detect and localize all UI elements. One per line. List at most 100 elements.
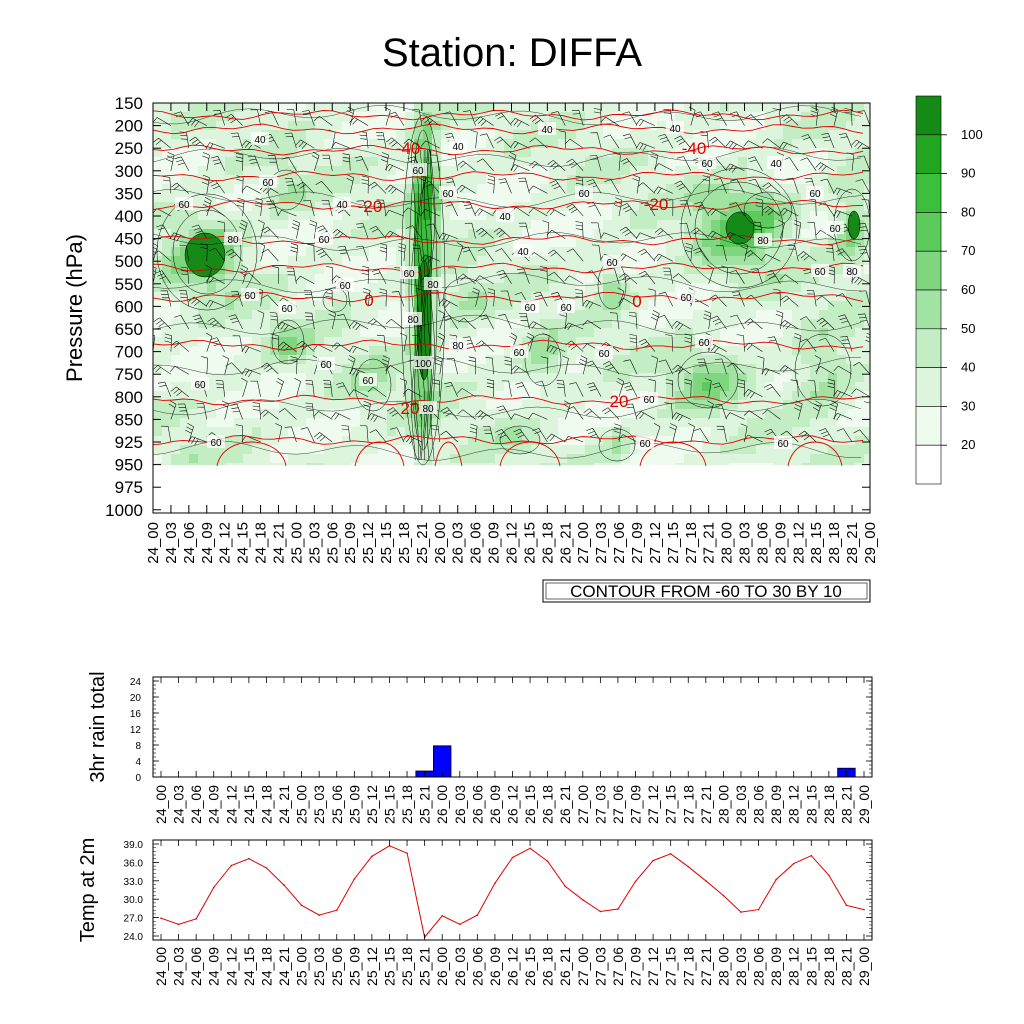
- humidity-cell: [459, 265, 469, 275]
- rh-contour-label: 80: [452, 341, 464, 352]
- humidity-cell: [720, 283, 730, 293]
- humidity-cell: [801, 310, 811, 320]
- humidity-cell: [639, 274, 649, 284]
- humidity-cell: [243, 409, 253, 419]
- humidity-cell: [513, 337, 523, 347]
- main-x-tick-label: 27_09: [629, 522, 646, 564]
- humidity-cell: [576, 175, 586, 185]
- main-x-tick-label: 26_12: [504, 522, 521, 564]
- humidity-cell: [828, 364, 838, 374]
- rh-contour-label: 60: [194, 380, 206, 391]
- humidity-cell: [783, 409, 793, 419]
- humidity-cell: [675, 229, 685, 239]
- humidity-cell: [495, 409, 505, 419]
- wind-barb: [711, 111, 727, 126]
- humidity-cell: [432, 436, 442, 446]
- rh-contour: [153, 104, 862, 126]
- humidity-cell: [576, 346, 586, 356]
- wind-barb: [564, 138, 584, 149]
- humidity-cell: [567, 454, 577, 464]
- humidity-cell: [324, 112, 334, 122]
- rh-contour: [322, 287, 348, 313]
- wind-barb: [295, 275, 315, 285]
- temp-x-tick-label: 27_09: [628, 947, 644, 986]
- humidity-cell: [459, 121, 469, 131]
- humidity-cell: [504, 283, 514, 293]
- humidity-cell: [855, 346, 865, 356]
- humidity-cell: [180, 274, 190, 284]
- humidity-cell: [252, 346, 262, 356]
- wind-barb: [153, 317, 172, 330]
- humidity-cell: [756, 283, 766, 293]
- rh-label-bg: [557, 300, 575, 313]
- humidity-cell: [333, 184, 343, 194]
- humidity-cell: [270, 229, 280, 239]
- temp-point: [740, 911, 742, 913]
- wind-barb: [590, 132, 602, 149]
- humidity-cell: [594, 130, 604, 140]
- humidity-cell: [198, 391, 208, 401]
- humidity-cell: [360, 328, 370, 338]
- humidity-cell: [405, 373, 415, 383]
- humidity-cell: [666, 139, 676, 149]
- rain-y-tick-label: 16: [130, 709, 142, 720]
- humidity-cell: [747, 256, 757, 266]
- humidity-cell: [819, 382, 829, 392]
- wind-barb: [243, 272, 261, 284]
- humidity-cell: [198, 454, 208, 464]
- humidity-cell: [549, 202, 559, 212]
- humidity-cell: [675, 373, 685, 383]
- humidity-cell: [252, 184, 262, 194]
- humidity-cell: [864, 427, 870, 437]
- humidity-cell: [540, 454, 550, 464]
- humidity-cell: [693, 301, 703, 311]
- humidity-cell: [342, 121, 352, 131]
- wind-barb: [359, 131, 369, 149]
- humidity-cell: [243, 139, 253, 149]
- humidity-cell: [441, 409, 451, 419]
- wind-barb: [510, 164, 530, 172]
- wind-barb: [187, 436, 207, 446]
- main-y-tick-label: 150: [115, 94, 143, 113]
- humidity-cell: [162, 139, 172, 149]
- humidity-cell: [477, 400, 487, 410]
- humidity-cell: [837, 328, 847, 338]
- humidity-cell: [189, 427, 199, 437]
- rh-label-bg: [826, 221, 844, 234]
- humidity-cell: [252, 211, 262, 221]
- rh-contour: [354, 358, 392, 412]
- humidity-cell: [261, 337, 271, 347]
- wind-barb: [762, 409, 781, 420]
- humidity-cell: [189, 328, 199, 338]
- humidity-cell: [486, 355, 496, 365]
- humidity-cell: [738, 274, 748, 284]
- humidity-cell: [657, 409, 667, 419]
- humidity-cell: [369, 220, 379, 230]
- wind-barb: [477, 247, 494, 262]
- humidity-cell: [495, 229, 505, 239]
- main-y-tick-label: 800: [115, 388, 143, 407]
- humidity-cell: [558, 121, 568, 131]
- humidity-cell: [855, 103, 865, 113]
- temp-x-tick-label: 28_06: [751, 947, 767, 986]
- main-y-tick-label: 350: [115, 184, 143, 203]
- humidity-cell: [333, 166, 343, 176]
- humidity-cell: [711, 220, 721, 230]
- main-x-tick-label: 24_09: [199, 522, 216, 564]
- temp-x-tick-label: 27_12: [645, 947, 661, 986]
- rain-x-tick-label: 27_09: [628, 785, 644, 824]
- humidity-cell: [414, 220, 424, 230]
- humidity-cell: [648, 319, 658, 329]
- wind-barb: [420, 140, 440, 149]
- humidity-cell: [684, 454, 694, 464]
- humidity-cell: [261, 391, 271, 401]
- humidity-cell: [396, 400, 406, 410]
- humidity-cell: [513, 157, 523, 167]
- wind-barb: [468, 356, 476, 375]
- main-x-tick-label: 27_03: [593, 522, 610, 564]
- humidity-cell: [855, 112, 865, 122]
- humidity-cell: [450, 400, 460, 410]
- humidity-cell: [630, 445, 640, 455]
- main-y-tick-label: 750: [115, 365, 143, 384]
